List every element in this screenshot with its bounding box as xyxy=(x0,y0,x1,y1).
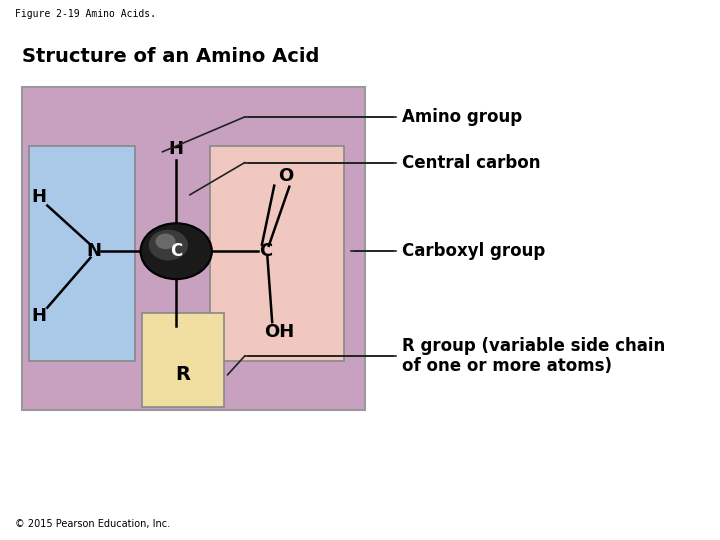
Circle shape xyxy=(149,230,188,260)
Text: R: R xyxy=(176,365,191,384)
Text: Central carbon: Central carbon xyxy=(402,153,541,172)
Text: H: H xyxy=(168,140,184,158)
FancyBboxPatch shape xyxy=(142,313,224,407)
Text: R group (variable side chain
of one or more atoms): R group (variable side chain of one or m… xyxy=(402,336,666,375)
FancyBboxPatch shape xyxy=(210,146,344,361)
Circle shape xyxy=(140,223,212,279)
Text: OH: OH xyxy=(264,323,294,341)
Text: Amino group: Amino group xyxy=(402,108,523,126)
Text: H: H xyxy=(32,188,47,206)
Text: Carboxyl group: Carboxyl group xyxy=(402,242,546,260)
Text: N: N xyxy=(86,242,102,260)
Text: C: C xyxy=(258,242,272,260)
Text: Figure 2-19 Amino Acids.: Figure 2-19 Amino Acids. xyxy=(15,9,156,19)
Text: Structure of an Amino Acid: Structure of an Amino Acid xyxy=(22,47,320,66)
Circle shape xyxy=(156,234,176,249)
FancyBboxPatch shape xyxy=(29,146,135,361)
FancyBboxPatch shape xyxy=(22,87,365,410)
Text: O: O xyxy=(278,167,294,185)
Text: H: H xyxy=(32,307,47,325)
Text: © 2015 Pearson Education, Inc.: © 2015 Pearson Education, Inc. xyxy=(15,519,170,529)
Text: C: C xyxy=(170,242,182,260)
